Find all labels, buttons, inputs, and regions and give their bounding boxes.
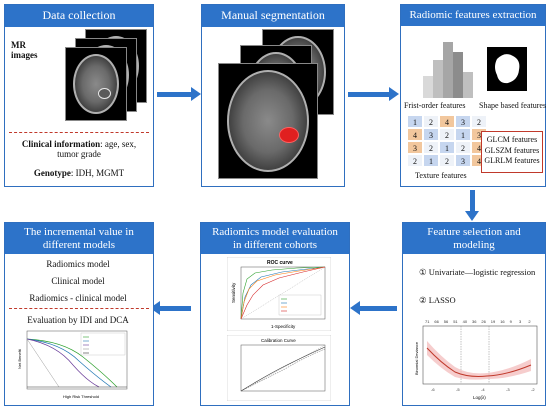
panel-radiomic-extraction: Radiomic features extraction Frist-order…	[400, 4, 546, 187]
lasso-top-tick: 3	[519, 319, 522, 324]
panel-data-collection: Data collection MR images Clinical infor…	[4, 4, 154, 187]
matrix-cell: 2	[471, 115, 487, 128]
texture-label: Texture features	[415, 171, 467, 180]
matrix-cell: 2	[423, 115, 439, 128]
matrix-cell: 3	[455, 154, 471, 167]
lasso-x-tick: -5	[456, 387, 460, 392]
matrix-cell: 2	[423, 141, 439, 154]
panel-title: Manual segmentation	[202, 5, 344, 27]
lasso-plot: 71 66 56 51 40 36 26 19 16 9 3 2 Binomial Deviance …	[414, 319, 538, 400]
shape-mask-icon	[487, 47, 527, 91]
panel-incremental-value: The incremental value in different model…	[4, 222, 154, 406]
histogram-icon	[423, 42, 473, 98]
panel-title: Radiomic features extraction	[401, 5, 545, 26]
panel-feature-selection: Feature selection and modeling ① Univari…	[402, 222, 546, 406]
matrix-cell: 1	[407, 115, 423, 128]
lasso-top-tick: 9	[510, 319, 513, 324]
lasso-top-tick: 66	[434, 319, 439, 324]
panel-title: Data collection	[5, 5, 153, 27]
mri-slice-front	[65, 47, 127, 121]
evaluation-label: Evaluation by IDI and DCA	[27, 315, 129, 325]
lasso-top-tick: 36	[472, 319, 477, 324]
texture-types-box: GLCM features GLSZM features GLRLM featu…	[481, 131, 543, 173]
matrix-cell: 2	[407, 154, 423, 167]
arrow-extraction-to-selection	[465, 190, 479, 221]
mr-images-label: MR images	[11, 40, 38, 60]
step-univariate: ① Univariate—logistic regression	[419, 267, 536, 277]
matrix-cell: 1	[439, 141, 455, 154]
calibration-chart: Calibration Curve	[227, 335, 331, 401]
lasso-top-tick: 51	[453, 319, 458, 324]
lasso-top-tick: 16	[500, 319, 505, 324]
divider	[9, 308, 149, 309]
dca-xlabel: High Risk Threshold	[63, 394, 99, 399]
matrix-cell: 3	[455, 115, 471, 128]
matrix-cell: 3	[423, 128, 439, 141]
divider	[9, 132, 149, 133]
roc-chart: ROC curve Sensitivity 1-Specificity	[227, 257, 331, 331]
panel-title: Feature selection and modeling	[403, 223, 545, 255]
genotype-info: Genotype: IDH, MGMT	[33, 168, 125, 178]
lasso-x-tick: -6	[431, 387, 435, 392]
matrix-cell: 4	[439, 115, 455, 128]
step-lasso: ② LASSO	[419, 295, 456, 305]
model-clinical: Clinical model	[51, 276, 105, 286]
calibration-title: Calibration Curve	[261, 338, 296, 343]
model-radiomics: Radiomics model	[46, 259, 110, 269]
arrow-segmentation-to-extraction	[348, 87, 399, 101]
model-radiomics-clinical: Radiomics - clinical model	[29, 293, 127, 303]
texture-matrix: 1 2 4 3 2 4 3 2 1 3 3 2 1 2 4 2 1 2 3 4	[407, 115, 487, 167]
lasso-top-tick: 19	[491, 319, 496, 324]
roc-ylabel: Sensitivity	[231, 282, 236, 303]
lasso-top-tick: 40	[463, 319, 468, 324]
lasso-x-tick: -2	[531, 387, 535, 392]
arrow-collection-to-segmentation	[157, 87, 201, 101]
mri-slice-front	[218, 63, 318, 179]
lasso-top-tick: 56	[444, 319, 449, 324]
clinical-info: Clinical information: age, sex, tumor gr…	[21, 139, 137, 159]
panel-title: The incremental value in different model…	[5, 223, 153, 255]
segmented-lesion	[279, 127, 299, 143]
roc-xlabel: 1-Specificity	[271, 324, 296, 329]
lasso-x-tick: -3	[506, 387, 510, 392]
matrix-cell: 2	[455, 141, 471, 154]
dca-chart: Net Benefit High Risk Threshold	[13, 327, 135, 401]
dca-ylabel: Net Benefit	[17, 348, 22, 369]
shape-based-label: Shape based features	[479, 101, 547, 110]
roc-title: ROC curve	[267, 260, 293, 266]
matrix-cell: 2	[439, 128, 455, 141]
matrix-cell: 1	[423, 154, 439, 167]
panel-title: Radiomics model evaluation in different …	[201, 223, 349, 255]
matrix-cell: 4	[407, 128, 423, 141]
lasso-top-tick: 26	[481, 319, 486, 324]
arrow-evaluation-to-incremental	[150, 301, 191, 315]
matrix-cell: 1	[455, 128, 471, 141]
first-order-label: Frist-order features	[404, 101, 466, 110]
matrix-cell: 3	[407, 141, 423, 154]
lasso-x-tick: -4	[481, 387, 485, 392]
lasso-top-tick: 71	[425, 319, 430, 324]
arrow-selection-to-evaluation	[350, 301, 397, 315]
panel-manual-segmentation: Manual segmentation	[201, 4, 345, 187]
lasso-xlabel: Log(λ)	[473, 395, 486, 400]
matrix-cell: 2	[439, 154, 455, 167]
panel-radiomics-evaluation: Radiomics model evaluation in different …	[200, 222, 350, 406]
lasso-ylabel: Binomial Deviance	[414, 341, 419, 375]
lasso-top-tick: 2	[528, 319, 531, 324]
